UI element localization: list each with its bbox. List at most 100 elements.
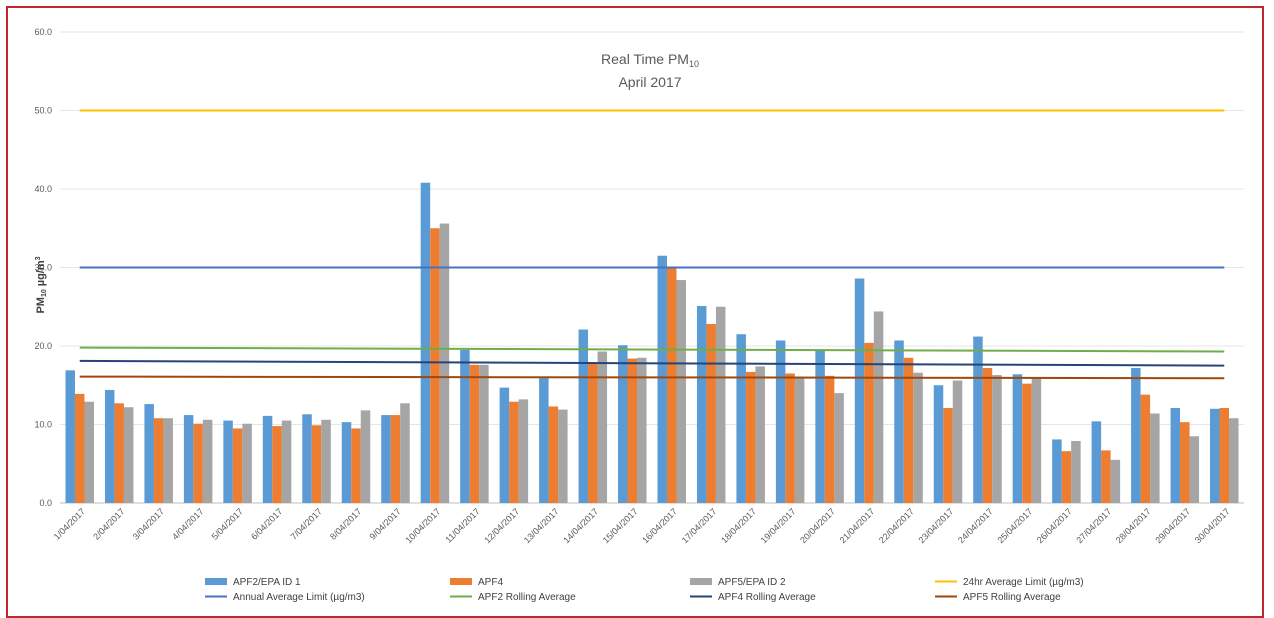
bar xyxy=(618,345,628,503)
x-tick-label: 5/04/2017 xyxy=(210,506,245,541)
x-tick-label: 26/04/2017 xyxy=(1035,506,1074,545)
x-tick-label: 8/04/2017 xyxy=(328,506,363,541)
bars xyxy=(65,182,1239,504)
bar xyxy=(894,340,904,503)
bar xyxy=(1219,408,1230,503)
bar xyxy=(933,385,944,503)
x-tick-label: 20/04/2017 xyxy=(798,506,837,545)
bar xyxy=(873,311,884,503)
bar xyxy=(262,415,273,503)
bar xyxy=(785,373,795,503)
bar xyxy=(1210,408,1220,503)
bar xyxy=(627,358,638,503)
x-tick-label: 15/04/2017 xyxy=(601,506,640,545)
legend-label: 24hr Average Limit (µg/m3) xyxy=(963,577,1084,588)
legend-label: APF5 Rolling Average xyxy=(963,592,1061,603)
bar xyxy=(1170,408,1181,503)
reference-lines xyxy=(79,109,1225,380)
bar xyxy=(913,372,923,503)
bar xyxy=(509,401,519,503)
bar xyxy=(1140,394,1151,503)
bar xyxy=(144,404,154,503)
bar xyxy=(597,351,608,503)
x-tick-label: 12/04/2017 xyxy=(482,506,521,545)
bar xyxy=(420,182,431,503)
x-tick-label: 18/04/2017 xyxy=(719,506,758,545)
chart-title-subscript: 10 xyxy=(689,59,699,69)
bar xyxy=(193,423,203,503)
y-tick-label: 60.0 xyxy=(34,27,52,37)
bar xyxy=(706,324,716,503)
y-axis-label-subscript: 10 xyxy=(41,289,48,297)
bar xyxy=(834,393,844,503)
bar xyxy=(1031,377,1042,503)
bar xyxy=(588,363,598,503)
y-tick-label: 0.0 xyxy=(39,498,52,508)
bar xyxy=(637,357,647,503)
series-line xyxy=(79,346,1225,353)
x-tick-label: 24/04/2017 xyxy=(956,506,995,545)
bar xyxy=(982,367,993,503)
bar xyxy=(775,340,786,503)
bar xyxy=(548,406,559,503)
x-tick-label: 16/04/2017 xyxy=(640,506,679,545)
bar xyxy=(360,410,371,503)
bar xyxy=(518,399,529,503)
y-axis-ticks: 0.0 10.0 20.0 30.0 40.0 50.0 60.0 xyxy=(34,27,52,508)
bar xyxy=(1091,421,1102,503)
bar xyxy=(657,255,667,503)
bar xyxy=(952,380,963,503)
bar xyxy=(1052,439,1062,503)
bar xyxy=(114,403,124,503)
bar xyxy=(992,375,1002,503)
bar xyxy=(1012,374,1023,503)
bar xyxy=(794,376,805,503)
series-line xyxy=(79,359,1225,367)
chart-title: Real Time PM10 xyxy=(601,51,699,69)
bar xyxy=(1110,459,1121,503)
bar xyxy=(311,425,322,503)
x-tick-label: 1/04/2017 xyxy=(52,506,87,541)
x-tick-label: 30/04/2017 xyxy=(1193,506,1232,545)
bar xyxy=(1101,450,1111,503)
x-tick-label: 13/04/2017 xyxy=(522,506,561,545)
bar xyxy=(715,306,726,503)
bar xyxy=(351,428,361,503)
bar xyxy=(302,414,312,503)
x-tick-label: 27/04/2017 xyxy=(1074,506,1113,545)
legend-label: APF5/EPA ID 2 xyxy=(718,577,786,588)
legend-label: APF2 Rolling Average xyxy=(478,592,576,603)
bar xyxy=(864,342,874,503)
bar xyxy=(666,267,677,503)
bar xyxy=(430,228,440,503)
bar xyxy=(281,420,292,503)
x-tick-label: 9/04/2017 xyxy=(367,506,402,541)
bar xyxy=(755,366,765,503)
bar xyxy=(1071,440,1081,503)
bar xyxy=(84,401,94,503)
bar xyxy=(202,419,213,503)
bar xyxy=(1229,418,1239,503)
bar xyxy=(460,349,470,503)
bar xyxy=(745,371,756,503)
bar xyxy=(242,423,252,503)
bar xyxy=(272,426,282,503)
bar xyxy=(1150,413,1160,503)
legend-label: APF4 Rolling Average xyxy=(718,592,816,603)
bar xyxy=(65,370,75,503)
x-tick-label: 2/04/2017 xyxy=(91,506,126,541)
x-tick-label: 6/04/2017 xyxy=(249,506,284,541)
legend-swatch xyxy=(450,578,472,585)
x-tick-label: 7/04/2017 xyxy=(289,506,324,541)
bar xyxy=(676,280,686,503)
y-tick-label: 40.0 xyxy=(34,184,52,194)
legend-label: APF4 xyxy=(478,577,503,588)
legend-label: Annual Average Limit (µg/m3) xyxy=(233,592,365,603)
y-axis-label: PM10µg/m3 xyxy=(35,256,48,313)
bar xyxy=(341,422,352,503)
x-tick-label: 10/04/2017 xyxy=(403,506,442,545)
bar xyxy=(558,409,568,503)
chart-subtitle: April 2017 xyxy=(618,74,681,90)
bar xyxy=(381,415,391,503)
